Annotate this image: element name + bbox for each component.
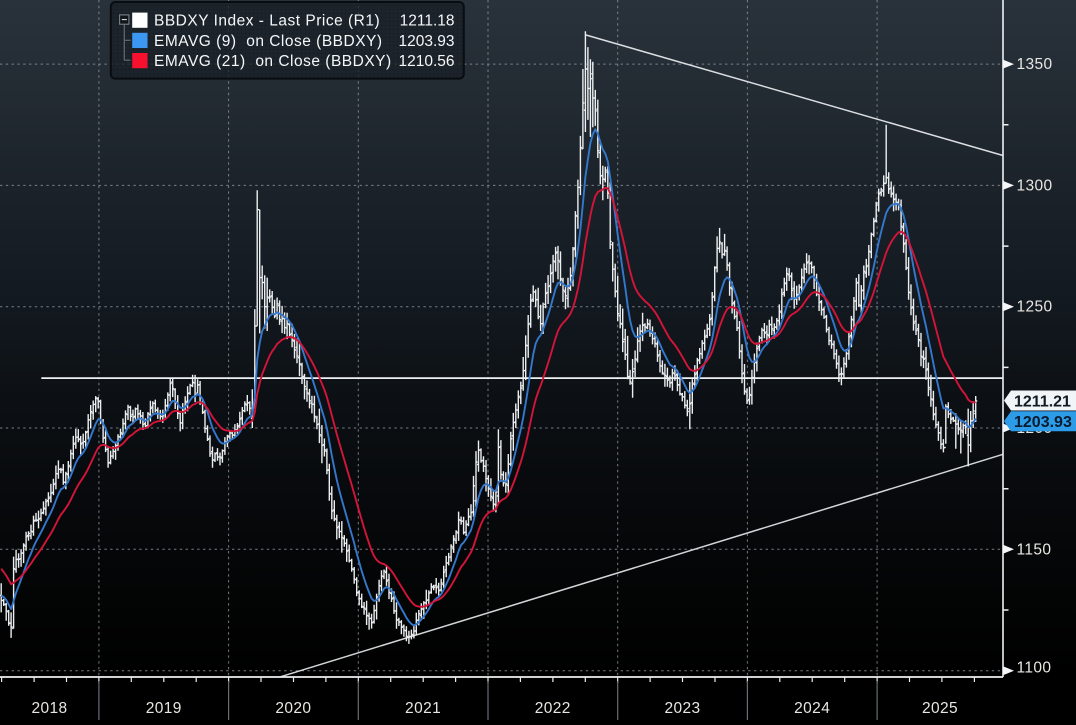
svg-text:1300: 1300	[1017, 177, 1053, 194]
svg-text:2023: 2023	[664, 700, 700, 717]
svg-text:2024: 2024	[794, 700, 830, 717]
svg-text:1350: 1350	[1017, 56, 1053, 73]
svg-text:1150: 1150	[1017, 541, 1052, 558]
svg-text:BBDXY Index - Last Price (R1): BBDXY Index - Last Price (R1)	[154, 13, 380, 30]
svg-text:1250: 1250	[1017, 299, 1053, 316]
svg-text:2021: 2021	[405, 700, 441, 717]
svg-text:1203.93: 1203.93	[1014, 414, 1072, 431]
svg-text:1210.56: 1210.56	[398, 53, 454, 70]
svg-text:2019: 2019	[146, 700, 182, 717]
svg-text:1100: 1100	[1017, 660, 1052, 677]
svg-text:1211.21: 1211.21	[1014, 393, 1071, 410]
svg-text:2022: 2022	[535, 700, 571, 717]
svg-text:EMAVG (21) on Close (BBDXY): EMAVG (21) on Close (BBDXY)	[154, 53, 392, 70]
svg-text:1211.18: 1211.18	[400, 13, 455, 30]
svg-text:2020: 2020	[275, 700, 311, 717]
svg-text:EMAVG (9) on Close (BBDXY): EMAVG (9) on Close (BBDXY)	[154, 33, 383, 50]
svg-text:1203.93: 1203.93	[398, 33, 454, 50]
svg-text:2025: 2025	[922, 700, 958, 717]
svg-text:2018: 2018	[31, 700, 67, 717]
